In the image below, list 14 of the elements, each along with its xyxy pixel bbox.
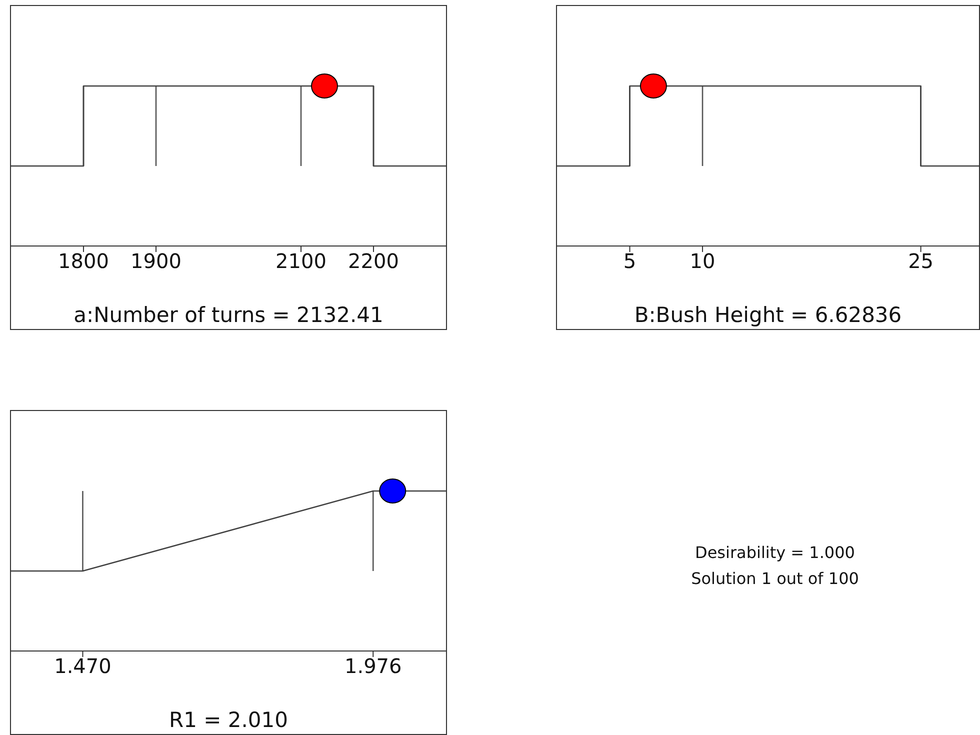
x-tick-label: 25 (908, 249, 934, 274)
text: Desirability = 1.000 (694, 542, 856, 564)
x-tick-label: 2100 (276, 249, 326, 274)
x-tick-label: 1900 (130, 249, 182, 274)
x-tick-label: 10 (690, 249, 716, 274)
x-tick-label: 1.470 (54, 654, 112, 678)
text: R1 = 2.010 (168, 708, 290, 732)
text: a:Number of turns = 2132.41 (72, 303, 384, 327)
x-tick-label: 2200 (348, 249, 399, 274)
x-tick-label: 1800 (58, 249, 109, 274)
text: Solution 1 out of 100 (690, 568, 860, 590)
x-tick-label: 1.976 (344, 654, 402, 678)
x-tick-label: 5 (623, 249, 636, 274)
text: B:Bush Height = 6.62836 (633, 303, 903, 327)
